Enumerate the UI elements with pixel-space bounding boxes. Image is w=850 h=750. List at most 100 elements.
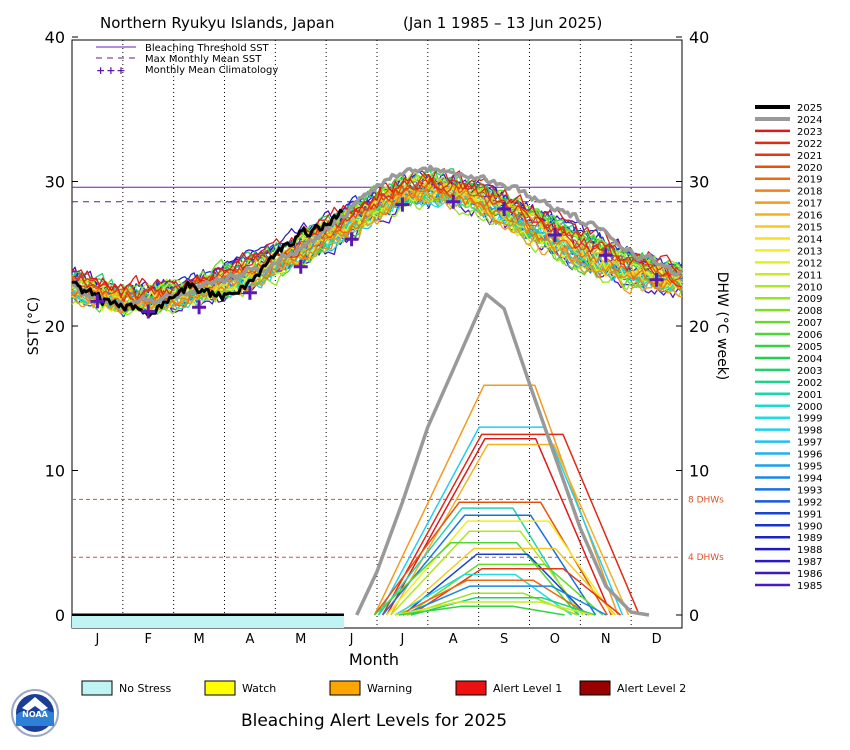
year-legend-label: 1992 bbox=[797, 497, 822, 508]
dhw-trace bbox=[390, 530, 584, 616]
year-legend-label: 2006 bbox=[797, 330, 822, 341]
year-legend-label: 2015 bbox=[797, 223, 822, 234]
status-legend-swatch bbox=[204, 680, 236, 696]
legend-threshold-label: Bleaching Threshold SST bbox=[145, 43, 270, 54]
x-tick-label: J bbox=[94, 632, 99, 647]
x-tick-label: J bbox=[349, 632, 354, 647]
year-legend-label: 2017 bbox=[797, 199, 822, 210]
x-tick-label: N bbox=[601, 632, 611, 647]
status-legend-label: Warning bbox=[367, 682, 412, 695]
x-tick-label: A bbox=[449, 632, 458, 647]
dhw-trace bbox=[410, 596, 596, 616]
sst-trace bbox=[71, 188, 683, 312]
climatology-marker bbox=[395, 197, 410, 212]
year-legend-label: 2025 bbox=[797, 103, 822, 114]
year-legend-label: 2013 bbox=[797, 246, 822, 257]
climatology-marker bbox=[598, 248, 613, 263]
year-legend-label: 2014 bbox=[797, 234, 822, 245]
year-legend-label: 1998 bbox=[797, 426, 822, 437]
y-tick-label-left: 0 bbox=[55, 606, 65, 625]
dhw-trace bbox=[398, 579, 590, 616]
year-legend-label: 2021 bbox=[797, 151, 822, 162]
year-legend-label: 1986 bbox=[797, 569, 822, 580]
sst-trace bbox=[71, 167, 683, 292]
status-2025-strip bbox=[72, 616, 344, 628]
climatology-marker bbox=[242, 285, 257, 300]
y-tick-label-left: 20 bbox=[45, 317, 65, 336]
legend-climatology-symbol: +++ bbox=[96, 64, 127, 77]
year-legend-label: 2018 bbox=[797, 187, 822, 198]
climatology-marker bbox=[293, 259, 308, 274]
y-tick-label-left: 10 bbox=[45, 462, 65, 481]
status-legend: No Stress Watch Warning Alert Level 1 Alert … bbox=[81, 680, 686, 696]
status-legend-swatch bbox=[81, 680, 113, 696]
y-tick-label-right: 40 bbox=[689, 28, 709, 47]
dhw-reference-label: 8 DHWs bbox=[688, 495, 724, 505]
dhw-trace bbox=[373, 384, 619, 616]
status-legend-swatch bbox=[455, 680, 487, 696]
x-tick-label: A bbox=[245, 632, 254, 647]
noaa-logo: NOAA bbox=[11, 689, 59, 737]
legend-climatology-label: Monthly Mean Climatology bbox=[145, 65, 278, 76]
y-tick-label-right: 0 bbox=[689, 606, 699, 625]
sst-series-group bbox=[71, 164, 683, 318]
year-legend-label: 1985 bbox=[797, 581, 822, 592]
year-legend-label: 2005 bbox=[797, 342, 822, 353]
climatology-marker bbox=[446, 194, 461, 209]
dhw-trace bbox=[381, 433, 640, 616]
climatology-marker bbox=[192, 300, 207, 315]
sst-trace bbox=[71, 186, 683, 315]
year-legend-label: 2016 bbox=[797, 211, 822, 222]
dhw-trace bbox=[377, 507, 580, 616]
year-legend-label: 1987 bbox=[797, 557, 822, 568]
dhw-trace bbox=[406, 563, 604, 616]
dhw-trace bbox=[402, 553, 588, 616]
y-tick-label-right: 30 bbox=[689, 173, 709, 192]
climatology-marker bbox=[649, 272, 664, 287]
year-legend-label: 2022 bbox=[797, 139, 822, 150]
x-axis-title: Month bbox=[349, 650, 399, 669]
year-legend-label: 1994 bbox=[797, 473, 822, 484]
year-legend-label: 2008 bbox=[797, 306, 822, 317]
year-legend-label: 1996 bbox=[797, 450, 822, 461]
legend-mmm-label: Max Monthly Mean SST bbox=[145, 54, 262, 65]
climatology-marker bbox=[141, 304, 156, 319]
sst-2025-line bbox=[71, 208, 344, 318]
dhw-trace bbox=[382, 514, 597, 616]
year-legend: 2025202420232022202120202019201820172016… bbox=[755, 103, 822, 592]
axes-ticks-labels: 0 0 10 10 20 20 30 30 40 40 J F M A M J J A S O N D Month SST (… bbox=[26, 28, 730, 669]
dhw-trace bbox=[394, 573, 573, 616]
year-legend-label: 2024 bbox=[797, 115, 822, 126]
year-legend-label: 1988 bbox=[797, 545, 822, 556]
year-legend-label: 2020 bbox=[797, 163, 822, 174]
dhw-2024-line bbox=[355, 292, 650, 617]
x-tick-label: M bbox=[193, 632, 204, 647]
year-legend-label: 1999 bbox=[797, 414, 822, 425]
y-tick-label-left: 40 bbox=[45, 28, 65, 47]
noaa-logo-text: NOAA bbox=[22, 710, 48, 719]
dhw-trace bbox=[410, 568, 621, 616]
dhw-trace bbox=[373, 542, 579, 616]
year-legend-label: 2000 bbox=[797, 402, 822, 413]
dhw-trace bbox=[398, 547, 616, 616]
chart-location-title: Northern Ryukyu Islands, Japan bbox=[100, 14, 334, 32]
status-legend-label: No Stress bbox=[119, 682, 172, 695]
x-tick-label: O bbox=[550, 632, 560, 647]
sst-trace bbox=[71, 187, 683, 314]
year-legend-label: 1991 bbox=[797, 509, 822, 520]
footer-title: Bleaching Alert Levels for 2025 bbox=[241, 711, 507, 731]
status-legend-label: Watch bbox=[242, 682, 276, 695]
dhw-reference-label: 4 DHWs bbox=[688, 553, 724, 563]
climatology-marker bbox=[497, 201, 512, 216]
climatology-marker bbox=[90, 294, 105, 309]
status-legend-label: Alert Level 1 bbox=[493, 682, 562, 695]
year-legend-label: 1997 bbox=[797, 438, 822, 449]
x-tick-label: J bbox=[399, 632, 404, 647]
status-legend-label: Alert Level 2 bbox=[617, 682, 686, 695]
dhw-trace bbox=[402, 585, 607, 616]
year-legend-label: 2012 bbox=[797, 258, 822, 269]
chart-date-range: (Jan 1 1985 – 13 Jun 2025) bbox=[403, 14, 602, 32]
y-axis-title-right: DHW (°C week) bbox=[714, 272, 730, 381]
dhw-trace bbox=[377, 426, 624, 616]
